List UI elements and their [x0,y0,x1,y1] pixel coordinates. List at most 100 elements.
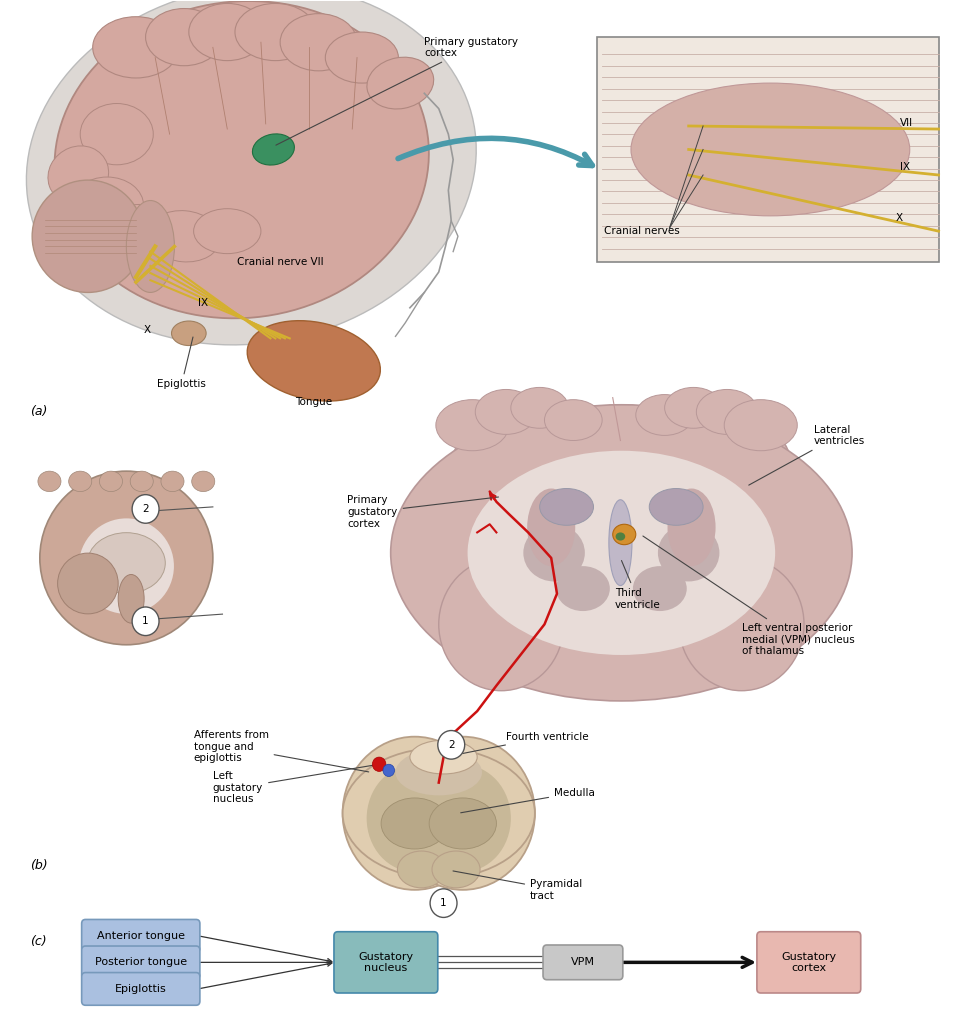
Ellipse shape [527,488,576,566]
Text: Pyramidal
tract: Pyramidal tract [453,871,582,901]
Ellipse shape [395,750,482,796]
Text: Gustatory
nucleus: Gustatory nucleus [359,951,414,973]
Text: Epiglottis: Epiglottis [157,337,206,389]
Ellipse shape [443,394,627,609]
Ellipse shape [93,16,179,78]
Ellipse shape [545,399,602,440]
Circle shape [132,607,159,636]
Ellipse shape [649,488,703,525]
FancyBboxPatch shape [598,37,939,262]
Ellipse shape [247,321,381,401]
Text: (b): (b) [30,859,48,872]
Ellipse shape [679,558,804,691]
Text: Primary gustatory
cortex: Primary gustatory cortex [276,37,519,145]
Ellipse shape [724,399,797,451]
Text: Left ventral posterior
medial (VPM) nucleus
of thalamus: Left ventral posterior medial (VPM) nucl… [643,536,854,656]
Ellipse shape [696,389,758,434]
Circle shape [430,889,457,918]
Text: (c): (c) [30,935,47,948]
Ellipse shape [147,211,221,262]
Ellipse shape [172,322,206,345]
Ellipse shape [432,851,480,888]
Ellipse shape [657,524,719,582]
Ellipse shape [636,394,693,435]
Circle shape [132,495,159,523]
Text: Gustatory
cortex: Gustatory cortex [781,951,837,973]
Ellipse shape [617,394,799,609]
Text: 1: 1 [143,616,148,627]
Ellipse shape [194,209,261,254]
Ellipse shape [235,3,315,60]
FancyBboxPatch shape [334,932,438,993]
Text: Tongue: Tongue [295,396,333,407]
Ellipse shape [390,404,852,700]
Ellipse shape [664,387,722,428]
Ellipse shape [253,134,294,165]
Text: Epiglottis: Epiglottis [115,984,167,994]
Ellipse shape [80,103,153,165]
Ellipse shape [631,83,910,216]
Ellipse shape [40,471,213,645]
FancyBboxPatch shape [757,932,861,993]
Ellipse shape [70,177,144,234]
Text: 2: 2 [448,739,455,750]
Circle shape [383,764,394,776]
Ellipse shape [367,57,434,109]
Ellipse shape [161,471,184,492]
Ellipse shape [366,765,463,872]
FancyBboxPatch shape [543,945,623,980]
Ellipse shape [68,471,92,492]
Text: X: X [144,326,150,335]
Ellipse shape [55,1,429,318]
Ellipse shape [342,736,487,890]
Ellipse shape [102,205,179,258]
Circle shape [438,730,465,759]
Ellipse shape [146,8,223,66]
Ellipse shape [126,201,174,293]
Text: IX: IX [199,298,208,307]
Ellipse shape [410,740,477,774]
Ellipse shape [475,389,537,434]
Ellipse shape [325,32,398,83]
Ellipse shape [79,518,174,613]
Text: IX: IX [900,162,910,172]
Text: Posterior tongue: Posterior tongue [94,957,187,968]
Text: 2: 2 [143,504,148,514]
Text: Cranial nerves: Cranial nerves [604,226,680,237]
Text: VII: VII [900,118,913,128]
Ellipse shape [468,451,775,655]
FancyBboxPatch shape [82,920,200,952]
Ellipse shape [88,532,165,594]
Ellipse shape [281,13,357,71]
Text: Primary
gustatory
cortex: Primary gustatory cortex [347,496,498,528]
Ellipse shape [415,765,511,872]
Ellipse shape [616,532,626,541]
Ellipse shape [397,851,445,888]
Text: Fourth ventricle: Fourth ventricle [463,732,589,754]
Text: Lateral
ventricles: Lateral ventricles [749,425,865,485]
Ellipse shape [556,566,610,611]
Ellipse shape [189,3,266,60]
Text: (a): (a) [30,404,47,418]
Ellipse shape [390,736,535,890]
Ellipse shape [609,500,632,586]
Ellipse shape [613,524,636,545]
Text: Third
ventricle: Third ventricle [615,560,660,609]
Text: Cranial nerve VII: Cranial nerve VII [237,257,324,267]
Text: Anterior tongue: Anterior tongue [96,931,185,941]
Ellipse shape [381,798,448,849]
Ellipse shape [667,488,715,566]
Ellipse shape [38,471,61,492]
Ellipse shape [99,471,122,492]
Ellipse shape [32,180,144,293]
Ellipse shape [48,145,109,204]
FancyBboxPatch shape [82,946,200,979]
Ellipse shape [523,524,585,582]
Text: 1: 1 [441,898,447,908]
Ellipse shape [439,558,564,691]
Ellipse shape [192,471,215,492]
Ellipse shape [119,574,145,624]
Text: Left
gustatory
nucleus: Left gustatory nucleus [213,765,376,804]
FancyBboxPatch shape [82,973,200,1006]
Ellipse shape [342,749,535,879]
